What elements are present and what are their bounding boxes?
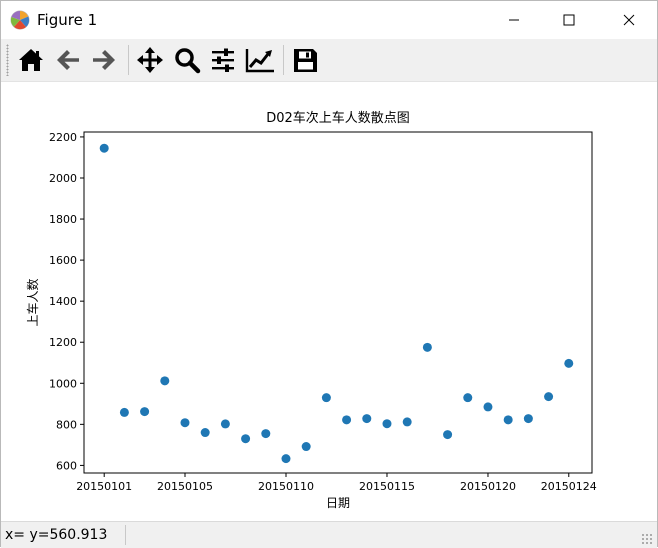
home-button[interactable] (15, 43, 47, 77)
x-tick-label: 20150105 (157, 480, 213, 493)
data-point (342, 415, 352, 425)
y-tick-label: 1800 (49, 213, 77, 226)
data-point (140, 407, 150, 417)
minimize-button[interactable] (487, 1, 541, 39)
arrow-right-icon (93, 50, 115, 70)
resize-grip[interactable] (641, 533, 653, 545)
x-tick-label: 20150120 (460, 480, 516, 493)
data-point (241, 434, 251, 444)
toolbar-separator (128, 45, 129, 75)
figure-canvas[interactable]: 600 800 1000 1200 1400 1600 1800 2000 2200 201501… (1, 82, 657, 520)
window-title: Figure 1 (37, 11, 98, 29)
forward-button[interactable] (88, 43, 120, 77)
maximize-icon (563, 14, 575, 26)
toolbar-grip[interactable] (6, 44, 9, 76)
move-icon (137, 47, 163, 73)
x-axis-label: 日期 (326, 496, 350, 510)
toolbar-separator (283, 45, 284, 75)
floppy-disk-icon (294, 49, 317, 72)
maximize-button[interactable] (542, 1, 596, 39)
x-tick-label: 20150124 (541, 480, 597, 493)
y-tick-label: 2200 (49, 131, 77, 144)
home-icon (19, 49, 43, 71)
data-point (261, 429, 271, 439)
data-point (422, 342, 432, 352)
data-point (503, 415, 513, 425)
save-button[interactable] (289, 43, 321, 77)
y-axis-label: 上车人数 (25, 278, 40, 326)
back-button[interactable] (52, 43, 84, 77)
zoom-button[interactable] (171, 43, 203, 77)
title-bar[interactable]: Figure 1 (1, 1, 657, 39)
x-tick-label: 20150110 (258, 480, 314, 493)
data-point (220, 419, 230, 429)
minimize-icon (509, 19, 519, 21)
data-point (443, 430, 453, 440)
data-point (99, 143, 109, 153)
y-tick-label: 2000 (49, 172, 77, 185)
scatter-chart: 600 800 1000 1200 1400 1600 1800 2000 2200 201501… (25, 110, 597, 510)
data-point (564, 358, 574, 368)
data-point (463, 393, 473, 403)
data-point (160, 376, 170, 386)
close-button[interactable] (602, 1, 656, 39)
data-point (301, 442, 311, 452)
cursor-coordinates: x= y=560.913 (5, 527, 108, 543)
data-point (119, 407, 129, 417)
pan-button[interactable] (134, 43, 166, 77)
data-point (362, 414, 372, 424)
y-tick-label: 1600 (49, 254, 77, 267)
data-point (281, 454, 291, 464)
arrow-left-icon (57, 50, 79, 70)
data-point (200, 428, 210, 438)
matplotlib-icon (10, 10, 30, 30)
edit-axes-button[interactable] (244, 43, 276, 77)
x-tick-label: 20150115 (359, 480, 415, 493)
status-bar: x= y=560.913 (1, 521, 657, 548)
data-point (402, 417, 412, 427)
data-point (523, 414, 533, 424)
data-point (544, 392, 554, 402)
y-tick-label: 800 (56, 418, 77, 431)
y-tick-label: 1000 (49, 377, 77, 390)
chart-line-icon (245, 49, 274, 73)
status-separator (125, 525, 126, 545)
y-tick-label: 1200 (49, 336, 77, 349)
close-icon (623, 14, 635, 26)
chart-title: D02车次上车人数散点图 (266, 110, 410, 126)
subplots-button[interactable] (207, 43, 239, 77)
sliders-icon (212, 48, 234, 72)
y-tick-label: 600 (56, 459, 77, 472)
data-point (382, 419, 392, 429)
plot-area-frame (83, 131, 593, 474)
data-point (180, 418, 190, 428)
data-point (321, 393, 331, 403)
data-point (483, 402, 493, 412)
magnifier-icon (175, 48, 201, 74)
x-tick-label: 20150101 (76, 480, 132, 493)
y-tick-label: 1400 (49, 295, 77, 308)
navigation-toolbar (1, 39, 657, 82)
